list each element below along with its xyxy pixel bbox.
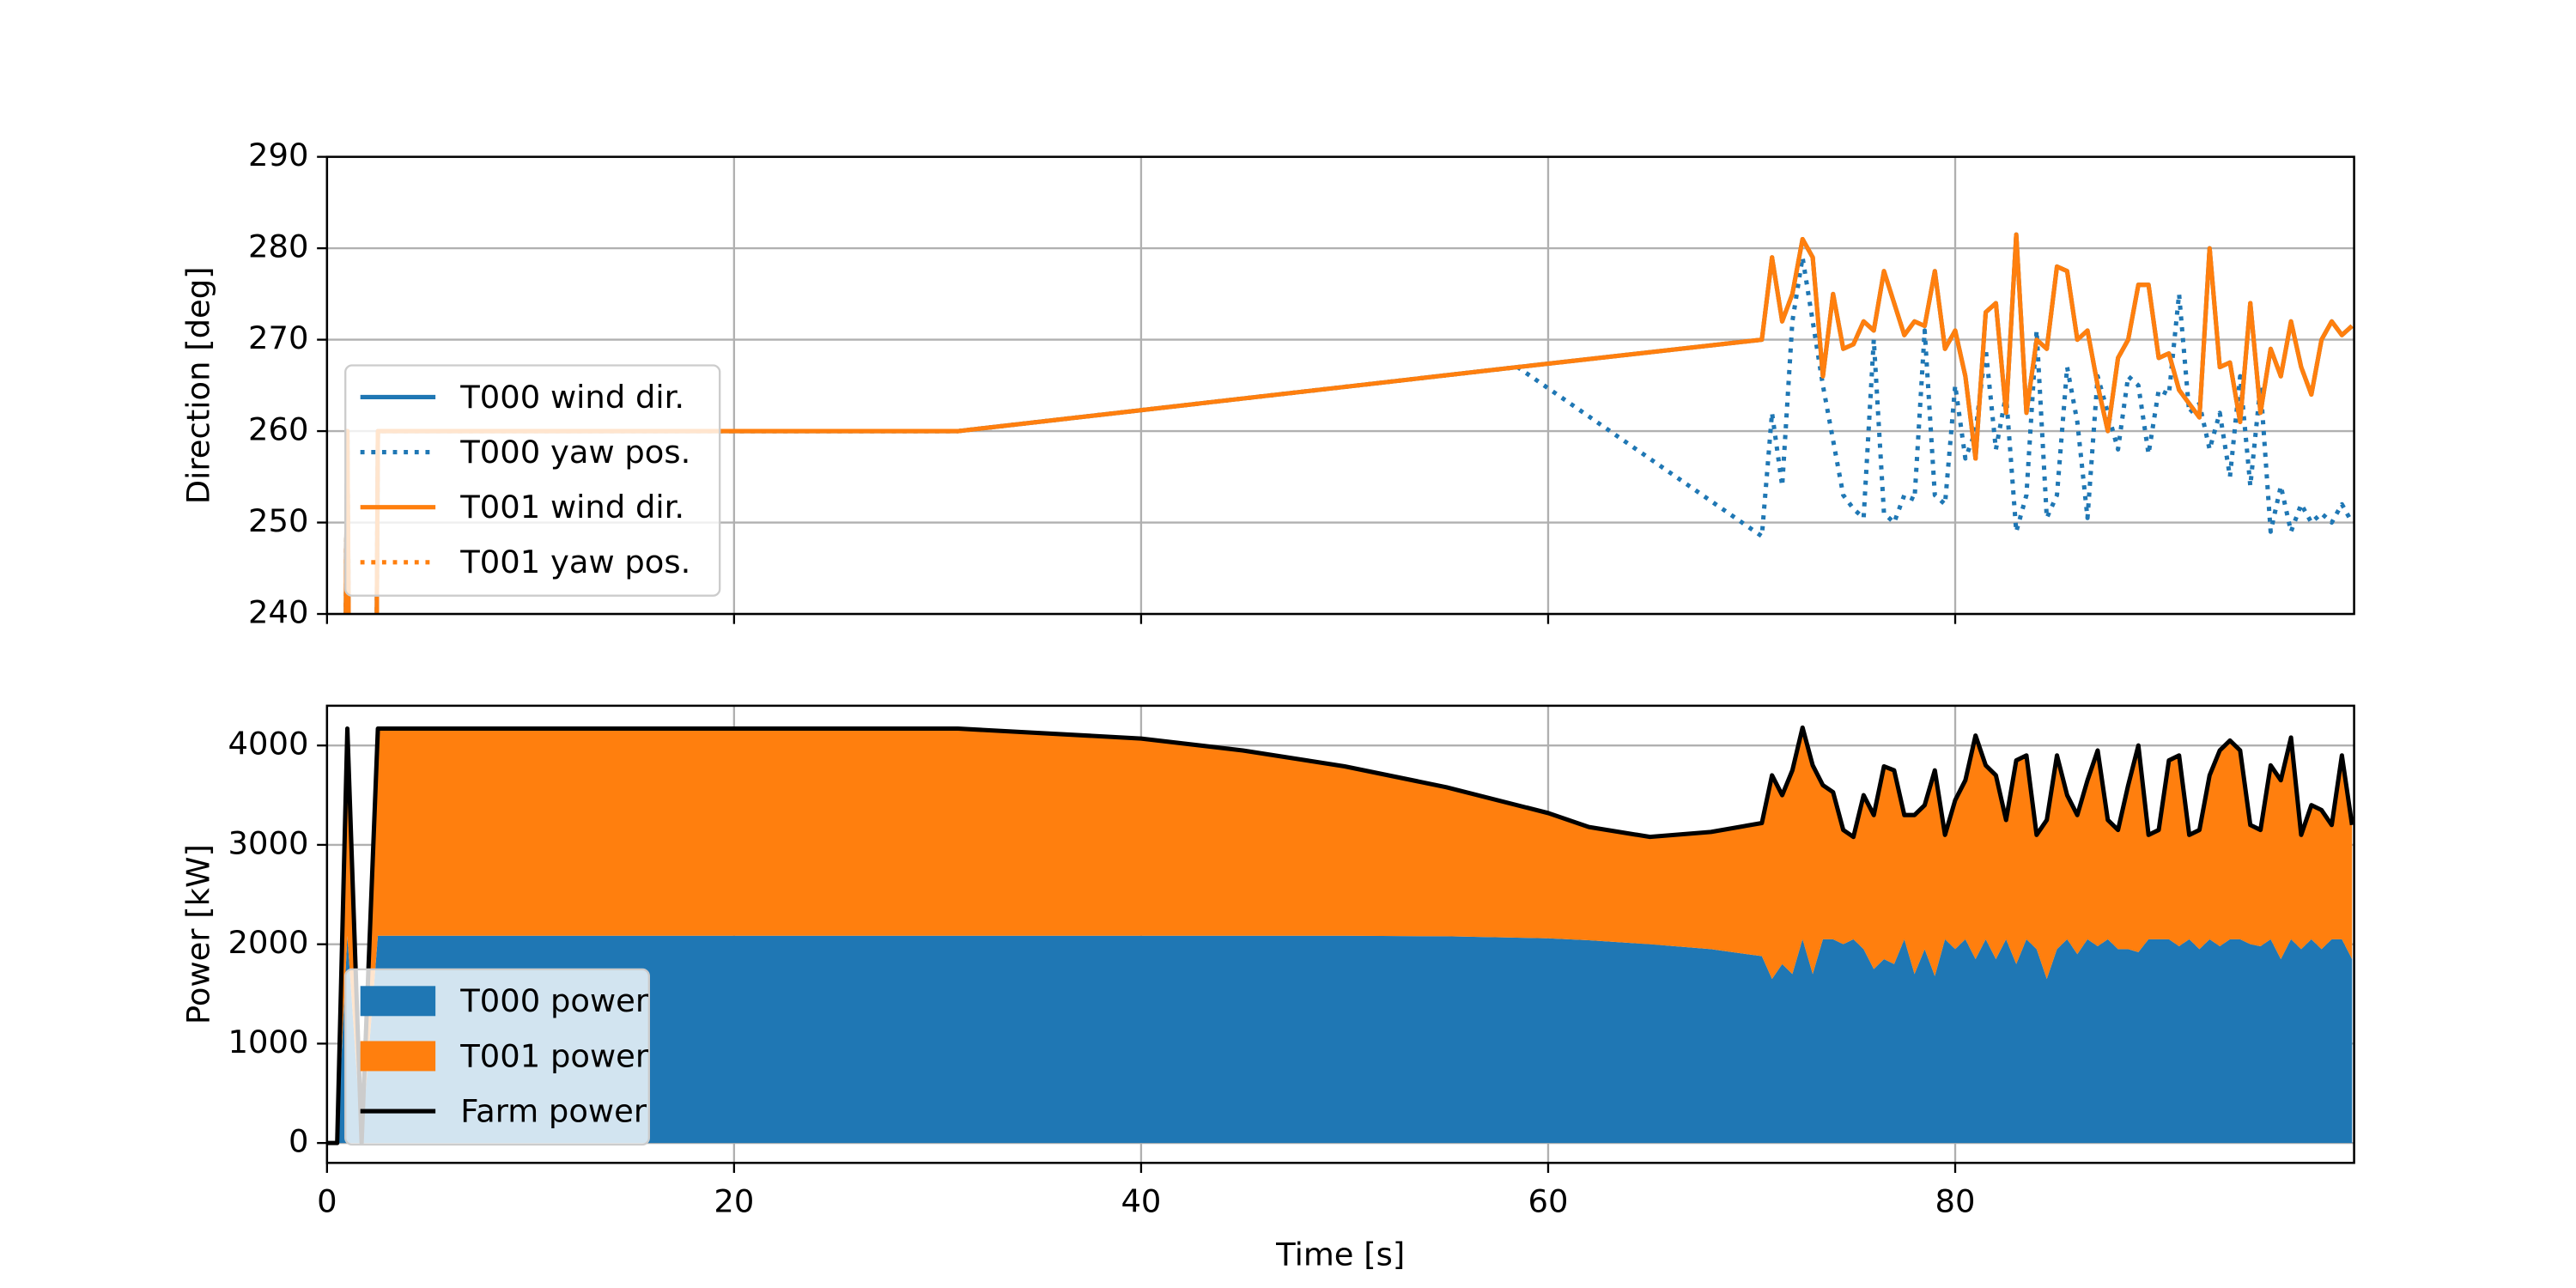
series-line [343, 232, 2354, 615]
y-tick-label: 290 [248, 137, 308, 173]
y-tick-label: 280 [248, 228, 308, 265]
x-tick-label: 80 [1935, 1182, 1976, 1219]
y-tick-label: 1000 [228, 1024, 309, 1060]
legend-label: Farm power [460, 1092, 647, 1129]
legend-label: T001 power [459, 1037, 649, 1074]
y-tick-label: 260 [248, 411, 308, 448]
legend-label: T001 yaw pos. [459, 544, 690, 580]
plot-area [326, 725, 2354, 1145]
x-tick-label: 20 [714, 1182, 754, 1219]
y-tick-label: 3000 [228, 824, 309, 861]
y-axis-label: Direction [deg] [180, 266, 217, 504]
legend-label: T000 power [459, 982, 649, 1019]
area [326, 935, 2353, 1144]
series-line [326, 725, 2354, 1145]
legend: T000 power T001 power Farm power [344, 968, 650, 1146]
axes-frame [325, 704, 2355, 1164]
x-tick-label: 40 [1121, 1182, 1161, 1219]
x-tick-label: 60 [1528, 1182, 1568, 1219]
axes: 0 20 40 60 80 0 1000 2000 3000 4000 Power [kW] Time… [180, 704, 2355, 1273]
legend-swatch [360, 986, 436, 1017]
y-tick-label: 0 [289, 1123, 308, 1160]
axes: 240 250 260 270 280 290 Direction [deg] T000 wi… [180, 137, 2355, 631]
x-axis-label: Time [s] [1275, 1236, 1405, 1273]
legend-swatch [360, 1041, 436, 1072]
y-tick-label: 2000 [228, 924, 309, 961]
legend-label: T001 wind dir. [459, 489, 684, 526]
legend-label: T000 wind dir. [459, 379, 684, 416]
x-tick-label: 0 [317, 1182, 337, 1219]
y-tick-label: 240 [248, 594, 308, 631]
y-tick-label: 270 [248, 319, 308, 356]
area [326, 727, 2353, 1144]
series-line [343, 255, 2354, 615]
legend-label: T000 yaw pos. [459, 434, 690, 471]
y-tick-label: 250 [248, 502, 308, 539]
y-axis-label: Power [kW] [180, 844, 217, 1024]
plot-area [343, 232, 2354, 615]
legend-box [344, 364, 721, 597]
axes-frame [325, 155, 2355, 616]
legend: T000 wind dir. T000 yaw pos. T001 wind dir… [344, 364, 721, 597]
y-tick-label: 4000 [228, 726, 309, 762]
